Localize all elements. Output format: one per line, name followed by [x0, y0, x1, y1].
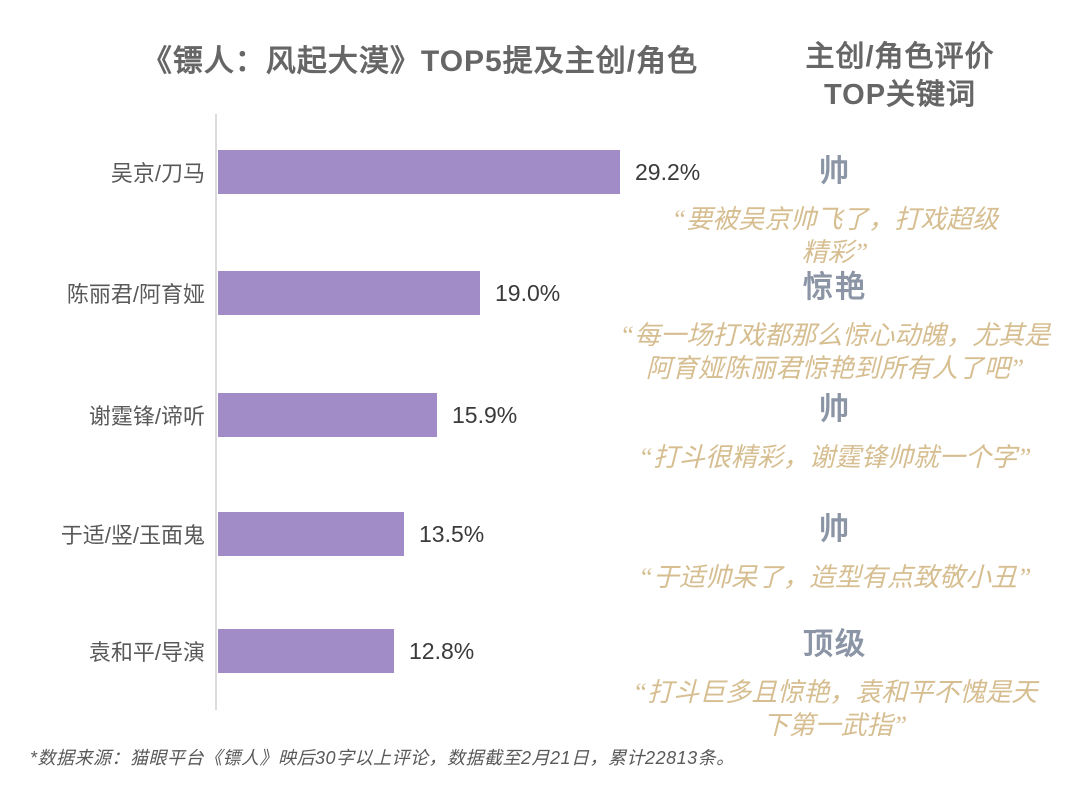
category-label: 吴京/刀马: [110, 161, 205, 186]
keyword-label: 帅: [819, 155, 851, 188]
bar-row: 于适/竖/玉面鬼 13.5%: [0, 512, 484, 556]
right-panel-title: 主创/角色评价 TOP关键词: [680, 38, 1080, 114]
data-source-footnote: *数据来源：猫眼平台《镖人》映后30字以上评论，数据截至2月21日，累计2281…: [30, 748, 735, 768]
bar: [218, 150, 620, 194]
review-quote: “于适帅呆了，造型有点致敬小丑”: [600, 561, 1070, 594]
keyword-row: 惊艳 “每一场打戏都那么惊心动魄，尤其是 阿育娅陈丽君惊艳到所有人了吧”: [600, 268, 1070, 385]
bar-row: 陈丽君/阿育娅 19.0%: [0, 271, 560, 315]
review-quote-line: “于适帅呆了，造型有点致敬小丑”: [638, 563, 1032, 592]
value-label: 15.9%: [452, 401, 518, 428]
category-label: 于适/竖/玉面鬼: [60, 523, 205, 548]
review-quote: “打斗很精彩，谢霆锋帅就一个字”: [600, 441, 1070, 474]
review-quote: “要被吴京帅飞了，打戏超级 精彩”: [600, 203, 1070, 269]
value-label: 19.0%: [495, 279, 561, 306]
keyword-row: 帅 “要被吴京帅飞了，打戏超级 精彩”: [600, 152, 1070, 269]
review-quote-line: 阿育娅陈丽君惊艳到所有人了吧”: [645, 354, 1025, 383]
review-quote-line: “每一场打戏都那么惊心动魄，尤其是: [619, 321, 1051, 350]
bar-row: 吴京/刀马 29.2%: [0, 150, 700, 194]
review-quote-line: 下第一武指”: [762, 711, 908, 740]
keyword-label: 顶级: [803, 628, 867, 661]
review-quote: “每一场打戏都那么惊心动魄，尤其是 阿育娅陈丽君惊艳到所有人了吧”: [600, 319, 1070, 385]
bar-row: 谢霆锋/谛听 15.9%: [0, 393, 517, 437]
bar-row: 袁和平/导演 12.8%: [0, 629, 474, 673]
y-axis-line: [215, 114, 217, 710]
value-label: 29.2%: [635, 158, 701, 185]
keyword-label: 帅: [819, 393, 851, 426]
bar: [218, 393, 437, 437]
category-label: 袁和平/导演: [88, 640, 205, 665]
value-label: 12.8%: [409, 637, 475, 664]
keyword-label: 帅: [819, 513, 851, 546]
category-label: 谢霆锋/谛听: [88, 404, 205, 429]
value-label: 13.5%: [419, 520, 485, 547]
keyword-row: 帅 “于适帅呆了，造型有点致敬小丑”: [600, 510, 1070, 594]
review-quote-line: “要被吴京帅飞了，打戏超级: [671, 205, 999, 234]
bar: [218, 629, 394, 673]
keyword-label: 惊艳: [803, 271, 867, 304]
review-quote-line: “打斗很精彩，谢霆锋帅就一个字”: [638, 443, 1032, 472]
chart-title: 《镖人：风起大漠》TOP5提及主创/角色: [141, 45, 699, 78]
bar: [218, 271, 480, 315]
right-panel-title-line2: TOP关键词: [823, 79, 977, 111]
review-quote: “打斗巨多且惊艳，袁和平不愧是天 下第一武指”: [600, 676, 1070, 742]
category-label: 陈丽君/阿育娅: [66, 282, 205, 307]
keyword-row: 顶级 “打斗巨多且惊艳，袁和平不愧是天 下第一武指”: [600, 625, 1070, 742]
right-panel-title-line1: 主创/角色评价: [805, 41, 995, 73]
keyword-row: 帅 “打斗很精彩，谢霆锋帅就一个字”: [600, 390, 1070, 474]
review-quote-line: 精彩”: [801, 238, 869, 267]
bar: [218, 512, 404, 556]
review-quote-line: “打斗巨多且惊艳，袁和平不愧是天: [632, 678, 1038, 707]
